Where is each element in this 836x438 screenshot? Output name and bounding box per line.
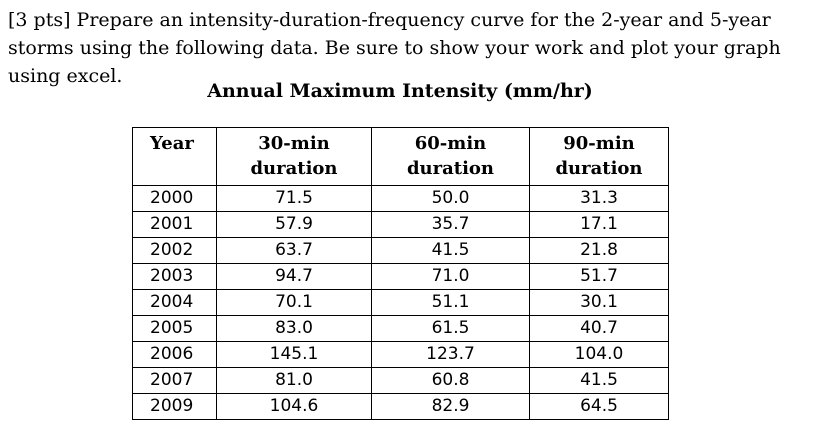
cell-year: 2006 (132, 341, 217, 368)
cell-90-min: 104.0 (529, 341, 669, 368)
table-row: 2003 94.7 71.0 51.7 (132, 263, 669, 290)
cell-60-min: 51.1 (371, 289, 530, 316)
cell-year: 2000 (132, 185, 217, 212)
cell-60-min: 41.5 (371, 237, 530, 264)
cell-30-min: 145.1 (216, 341, 372, 368)
cell-90-min: 30.1 (529, 289, 669, 316)
cell-90-min: 31.3 (529, 185, 669, 212)
cell-year: 2002 (132, 237, 217, 264)
header-year: Year (132, 127, 217, 186)
header-60-min: 60-min duration (371, 127, 530, 186)
table-row: 2000 71.5 50.0 31.3 (132, 185, 669, 212)
cell-90-min: 17.1 (529, 211, 669, 238)
cell-60-min: 35.7 (371, 211, 530, 238)
cell-60-min: 50.0 (371, 185, 530, 212)
cell-30-min: 94.7 (216, 263, 372, 290)
table-caption: Annual Maximum Intensity (mm/hr) (207, 80, 593, 102)
cell-year: 2009 (132, 393, 217, 420)
table-row: 2005 83.0 61.5 40.7 (132, 315, 669, 342)
cell-year: 2005 (132, 315, 217, 342)
table-row: 2001 57.9 35.7 17.1 (132, 211, 669, 238)
cell-90-min: 41.5 (529, 367, 669, 394)
cell-60-min: 123.7 (371, 341, 530, 368)
cell-30-min: 70.1 (216, 289, 372, 316)
cell-90-min: 40.7 (529, 315, 669, 342)
header-90-min: 90-min duration (529, 127, 669, 186)
table-row: 2006 145.1 123.7 104.0 (132, 341, 669, 368)
cell-year: 2003 (132, 263, 217, 290)
header-30-min: 30-min duration (216, 127, 372, 186)
cell-90-min: 21.8 (529, 237, 669, 264)
cell-30-min: 71.5 (216, 185, 372, 212)
cell-30-min: 104.6 (216, 393, 372, 420)
cell-year: 2007 (132, 367, 217, 394)
cell-30-min: 57.9 (216, 211, 372, 238)
table-row: 2009 104.6 82.9 64.5 (132, 393, 669, 420)
table-row: 2007 81.0 60.8 41.5 (132, 367, 669, 394)
table-row: 2002 63.7 41.5 21.8 (132, 237, 669, 264)
table-header-row: Year 30-min duration 60-min duration 90-… (132, 127, 669, 186)
cell-60-min: 60.8 (371, 367, 530, 394)
cell-60-min: 82.9 (371, 393, 530, 420)
cell-90-min: 51.7 (529, 263, 669, 290)
cell-year: 2001 (132, 211, 217, 238)
question-text: [3 pts] Prepare an intensity-duration-fr… (8, 9, 781, 87)
cell-30-min: 63.7 (216, 237, 372, 264)
table-row: 2004 70.1 51.1 30.1 (132, 289, 669, 316)
cell-year: 2004 (132, 289, 217, 316)
intensity-table: Year 30-min duration 60-min duration 90-… (132, 127, 669, 420)
cell-60-min: 71.0 (371, 263, 530, 290)
cell-30-min: 81.0 (216, 367, 372, 394)
cell-30-min: 83.0 (216, 315, 372, 342)
cell-60-min: 61.5 (371, 315, 530, 342)
cell-90-min: 64.5 (529, 393, 669, 420)
